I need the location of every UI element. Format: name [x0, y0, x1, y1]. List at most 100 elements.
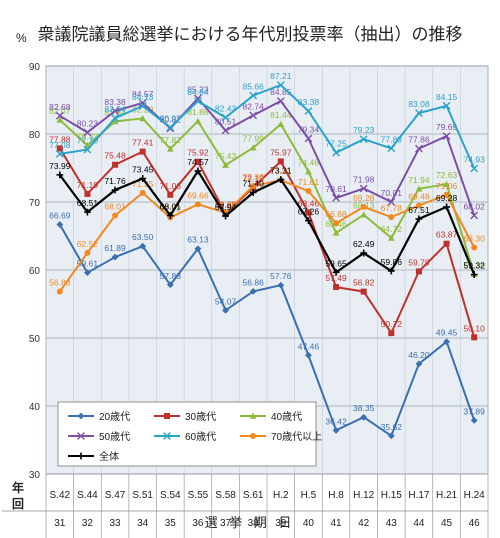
data-label: 69.28	[353, 193, 375, 203]
point-marker	[166, 212, 174, 219]
data-label: 71.35	[132, 179, 154, 189]
data-label: 69.66	[187, 190, 209, 200]
point-marker	[304, 134, 313, 143]
data-label: 79.23	[353, 125, 375, 135]
chart-title: 衆議院議員総選挙における年代別投票率（抽出）の推移	[37, 25, 463, 44]
y-tick-label: 70	[29, 198, 41, 209]
point-marker	[360, 413, 368, 421]
data-label: 82.29	[132, 104, 154, 114]
data-label: 77.70	[77, 136, 99, 146]
x-round-label: 35	[165, 518, 177, 529]
series-line	[58, 147, 476, 338]
legend-box	[57, 401, 317, 467]
table-era-label: 年	[12, 480, 24, 495]
point-marker	[305, 168, 312, 175]
point-marker	[304, 107, 313, 115]
point-marker	[194, 245, 202, 253]
y-tick-label: 50	[29, 334, 41, 345]
data-label: 84.57	[132, 89, 154, 99]
data-label: 77.99	[243, 134, 265, 144]
legend-label: 70歳代以上	[271, 431, 322, 443]
point-marker	[470, 416, 478, 424]
data-label: 64.72	[381, 224, 403, 234]
point-marker	[360, 203, 367, 210]
point-marker	[387, 267, 395, 275]
data-label: 81.88	[187, 107, 209, 117]
data-label: 77.88	[49, 134, 71, 144]
point-marker	[139, 242, 147, 250]
point-marker	[84, 249, 91, 256]
data-label: 83.08	[408, 99, 430, 109]
data-label: 67.26	[298, 207, 320, 217]
data-label: 59.32	[464, 261, 486, 271]
point-marker	[277, 281, 285, 289]
point-marker	[77, 412, 85, 420]
point-marker	[166, 145, 174, 152]
data-label: 80.23	[77, 118, 99, 128]
data-label: 82.34	[104, 104, 126, 114]
point-marker	[387, 234, 395, 241]
point-marker	[249, 144, 257, 151]
point-marker	[77, 432, 85, 440]
data-label: 37.89	[464, 406, 486, 416]
point-marker	[415, 144, 423, 153]
x-tick-label: S.44	[77, 490, 98, 501]
data-label: 50.10	[464, 323, 486, 333]
x-round-label: 33	[110, 518, 122, 529]
point-marker	[305, 188, 312, 195]
data-label: 66.69	[49, 211, 71, 221]
data-label: 56.82	[353, 278, 375, 288]
point-marker	[277, 120, 285, 128]
point-marker	[250, 433, 256, 439]
x-tick-label: S.58	[215, 490, 236, 501]
x-round-label: 42	[358, 518, 370, 529]
point-marker	[360, 211, 368, 218]
legend-label: 20歳代	[99, 411, 130, 423]
data-label: 81.84	[104, 107, 126, 117]
data-label: 78.33	[77, 131, 99, 141]
data-label: 50.72	[381, 319, 403, 329]
x-round-label: 46	[469, 518, 481, 529]
data-label: 85.66	[243, 82, 265, 92]
data-label: 67.94	[215, 202, 237, 212]
point-marker	[84, 190, 91, 197]
data-label: 77.08	[49, 140, 71, 150]
point-marker	[222, 306, 229, 314]
legend-label: 30歳代	[185, 411, 216, 423]
data-label: 56.86	[243, 277, 265, 287]
data-label: 72.36	[243, 172, 265, 182]
point-marker	[139, 148, 146, 155]
data-label: 79.34	[298, 124, 320, 134]
data-label: 68.46	[298, 198, 320, 208]
y-tick-label: 60	[29, 266, 41, 277]
data-label: 63.30	[464, 234, 486, 244]
x-tick-label: H.5	[301, 490, 317, 501]
point-marker	[332, 268, 340, 276]
data-label: 54.07	[215, 296, 237, 306]
data-label: 84.13	[132, 92, 154, 102]
data-label: 68.41	[215, 199, 237, 209]
data-label: 77.25	[325, 139, 347, 149]
point-marker	[332, 426, 340, 434]
point-marker	[443, 203, 450, 211]
point-marker	[139, 115, 147, 122]
table-round-label: 回	[12, 497, 24, 511]
data-label: 68.51	[77, 198, 99, 208]
data-label: 70.01	[381, 188, 403, 198]
data-label: 83.38	[298, 97, 320, 107]
point-marker	[166, 281, 174, 289]
data-label: 35.62	[381, 422, 403, 432]
point-marker	[222, 161, 229, 168]
data-label: 67.78	[381, 203, 403, 213]
point-marker	[138, 99, 147, 107]
data-label: 68.01	[104, 202, 126, 212]
point-marker	[139, 175, 147, 182]
point-marker	[55, 111, 64, 120]
data-label: 71.40	[243, 178, 265, 188]
x-tick-label: H.8	[328, 490, 344, 501]
point-marker	[56, 145, 63, 152]
data-label: 73.99	[49, 161, 71, 171]
point-marker	[194, 158, 201, 165]
legend-item: 60歳代	[154, 431, 216, 443]
data-label: 68.01	[160, 202, 182, 212]
